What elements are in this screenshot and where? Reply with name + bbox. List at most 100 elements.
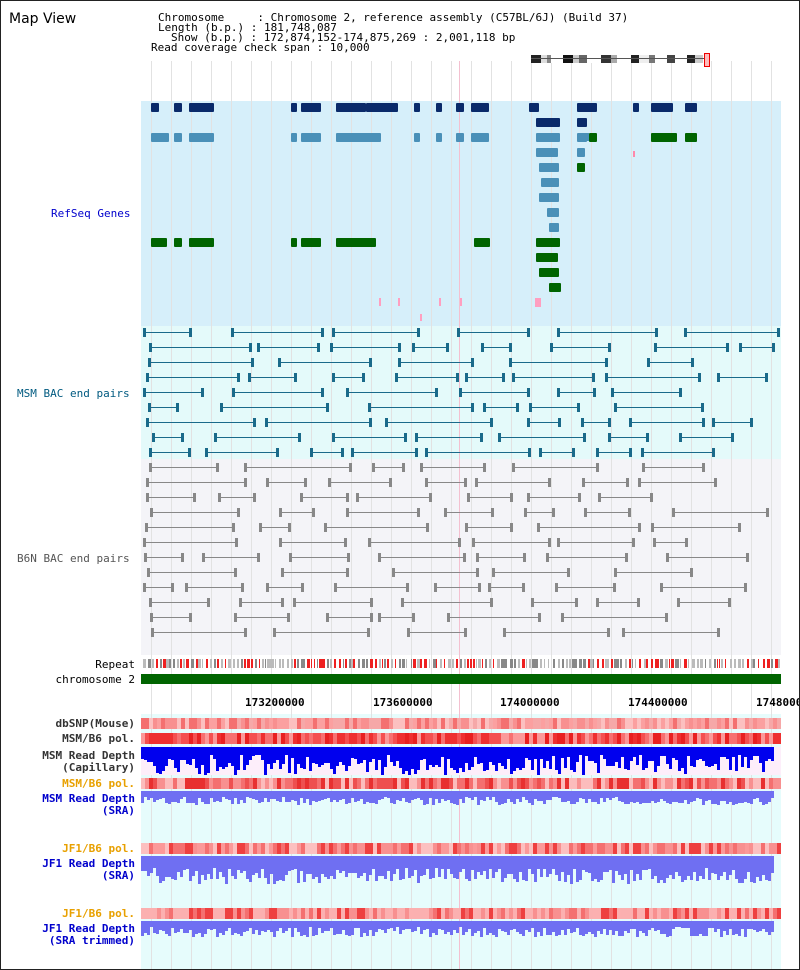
read-depth-bar xyxy=(732,791,735,805)
repeat-element xyxy=(500,659,504,668)
read-depth-bar xyxy=(369,921,372,931)
read-depth-bar xyxy=(582,747,585,775)
snp-density-cell xyxy=(673,733,677,744)
snp-density-cell xyxy=(557,843,561,854)
read-depth-bar xyxy=(645,856,648,871)
b6n-bac-pair-link xyxy=(472,542,552,543)
refseq-gene xyxy=(474,238,490,247)
read-depth-bar xyxy=(426,747,429,771)
snp-density-cell xyxy=(281,718,285,729)
read-depth-bar xyxy=(174,921,177,934)
snp-density-cell xyxy=(237,733,241,744)
snp-density-cell xyxy=(329,778,333,789)
b6n-bac-pair-end xyxy=(660,583,664,592)
read-depth-bar xyxy=(627,791,630,805)
snp-density-cell xyxy=(745,778,749,789)
snp-density-cell xyxy=(581,843,585,854)
read-depth-bar xyxy=(249,791,252,798)
b6n-bac-pair-end xyxy=(464,628,468,637)
b6n-bac-pair-end xyxy=(149,598,153,607)
read-depth-bar xyxy=(153,747,156,767)
read-depth-bar xyxy=(195,747,198,768)
read-depth-bar xyxy=(366,856,369,881)
read-depth-bar xyxy=(756,791,759,798)
read-depth-bar xyxy=(399,791,402,801)
snp-density-cell xyxy=(473,843,477,854)
read-depth-bar xyxy=(651,747,654,762)
read-depth-bar xyxy=(483,791,486,802)
read-depth-bar xyxy=(501,856,504,882)
read-depth-bar xyxy=(414,856,417,870)
read-depth-bar xyxy=(768,856,771,882)
b6n-bac-pair-end xyxy=(272,628,276,637)
read-depth-bar xyxy=(174,791,177,803)
read-depth-bar xyxy=(228,856,231,870)
read-depth-bar xyxy=(675,791,678,803)
read-depth-bar xyxy=(267,791,270,803)
read-depth-bar xyxy=(207,921,210,930)
chromosome-ideogram[interactable] xyxy=(531,53,713,67)
repeat-element xyxy=(746,659,750,668)
snp-density-cell xyxy=(229,778,233,789)
snp-density-cell xyxy=(401,908,405,919)
refseq-gene xyxy=(577,133,587,142)
snp-density-cell xyxy=(677,843,681,854)
snp-density-cell xyxy=(197,778,201,789)
read-depth-bar xyxy=(594,747,597,764)
repeat-element xyxy=(456,659,458,668)
snp-density-cell xyxy=(749,718,753,729)
snp-density-cell xyxy=(437,733,441,744)
read-depth-bar xyxy=(528,747,531,761)
snp-density-cell xyxy=(589,778,593,789)
msm-bac-pair-link xyxy=(739,347,775,348)
snp-density-cell xyxy=(625,733,629,744)
read-depth-bar xyxy=(753,856,756,883)
snp-density-cell xyxy=(157,778,161,789)
b6n-bac-pair-end xyxy=(265,478,269,487)
read-depth-bar xyxy=(390,856,393,882)
msm-bac-pair-end xyxy=(458,388,462,397)
snp-density-cell xyxy=(737,733,741,744)
snp-density-cell xyxy=(405,778,409,789)
read-depth-bar xyxy=(399,921,402,935)
read-depth-bar xyxy=(570,791,573,805)
repeat-element xyxy=(525,659,528,668)
read-depth-bar xyxy=(147,747,150,762)
read-depth-bar xyxy=(366,791,369,802)
snp-density-cell xyxy=(173,778,177,789)
msm-bac-pair-end xyxy=(362,373,365,382)
msm-bac-pair-end xyxy=(256,343,260,352)
msm-bac-pair-link xyxy=(331,377,365,378)
repeat-element xyxy=(220,659,223,668)
read-depth-bar xyxy=(435,921,438,935)
refseq-gene xyxy=(456,133,464,142)
read-depth-bar xyxy=(732,747,735,758)
repeat-element xyxy=(758,659,760,668)
b6n-bac-pair-end xyxy=(280,598,284,607)
snp-density-cell xyxy=(413,718,417,729)
snp-density-cell xyxy=(705,718,709,729)
repeat-element xyxy=(216,659,220,668)
read-depth-bar xyxy=(453,791,456,804)
snp-density-cell xyxy=(681,908,685,919)
read-depth-bar xyxy=(756,747,759,756)
b6n-bac-pair-end xyxy=(551,508,555,517)
read-depth-bar xyxy=(375,921,378,932)
read-depth-bar xyxy=(306,921,309,937)
read-depth-bar xyxy=(516,856,519,883)
read-depth-bar xyxy=(489,747,492,763)
snp-density-cell xyxy=(729,778,733,789)
ideogram-region-marker[interactable] xyxy=(704,53,710,67)
read-depth-bar xyxy=(648,791,651,804)
snp-density-cell xyxy=(177,908,181,919)
grid-line-highlight xyxy=(459,61,460,969)
msm-bac-pair-end xyxy=(298,433,302,442)
msm-bac-pair-end xyxy=(237,373,241,382)
b6n-bac-pair-end xyxy=(287,613,291,622)
b6n-bac-pair-link xyxy=(201,557,260,558)
msm-bac-pair-end xyxy=(592,373,596,382)
b6n-bac-pair-link xyxy=(554,587,616,588)
msm-bac-pair-link xyxy=(717,377,768,378)
msm-bac-pair-end xyxy=(582,433,586,442)
snp-density-cell xyxy=(285,778,289,789)
